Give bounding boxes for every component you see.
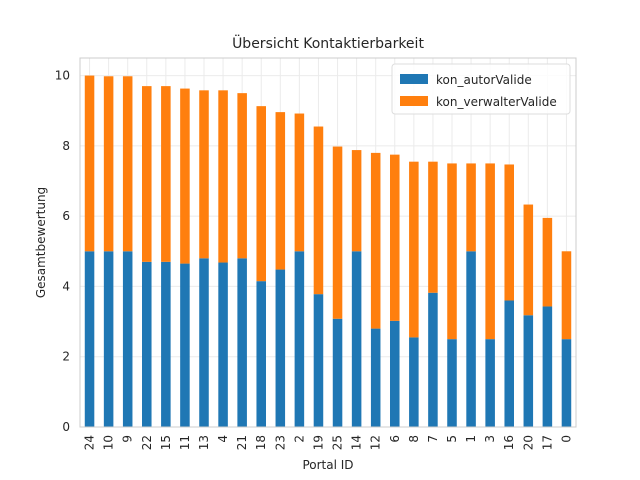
bar-kon_autorValide-18 xyxy=(256,281,266,427)
bar-kon_autorValide-15 xyxy=(161,261,171,427)
bar-kon_verwalterValide-13 xyxy=(199,90,209,259)
chart-title: Übersicht Kontaktierbarkeit xyxy=(232,34,424,52)
x-tick-label: 15 xyxy=(159,435,173,450)
bar-kon_verwalterValide-0 xyxy=(561,251,572,340)
bar-kon_verwalterValide-15 xyxy=(161,86,171,262)
x-tick-label: 8 xyxy=(407,435,421,443)
x-tick-label: 5 xyxy=(445,435,459,443)
x-tick-label: 6 xyxy=(388,435,402,443)
bar-kon_verwalterValide-10 xyxy=(103,76,114,252)
y-tick-label: 2 xyxy=(62,350,70,364)
y-tick-label: 6 xyxy=(62,209,70,223)
x-tick-label: 17 xyxy=(540,435,554,450)
bar-kon_autorValide-21 xyxy=(237,258,247,427)
x-tick-label: 3 xyxy=(483,435,497,443)
bar-kon_verwalterValide-19 xyxy=(313,126,324,295)
bar-kon_verwalterValide-3 xyxy=(485,163,495,340)
bar-kon_verwalterValide-21 xyxy=(237,93,247,259)
bar-kon_verwalterValide-16 xyxy=(504,164,514,301)
bar-kon_autorValide-11 xyxy=(180,263,190,427)
bars xyxy=(84,75,572,427)
bar-kon_verwalterValide-14 xyxy=(351,150,362,252)
bar-kon_verwalterValide-22 xyxy=(142,86,152,262)
bar-kon_autorValide-9 xyxy=(122,251,133,427)
x-axis-label: Portal ID xyxy=(302,458,353,472)
bar-kon_verwalterValide-25 xyxy=(332,146,343,319)
bar-kon_verwalterValide-1 xyxy=(466,163,476,252)
bar-kon_verwalterValide-20 xyxy=(523,204,534,316)
bar-kon_verwalterValide-11 xyxy=(180,88,190,264)
bar-kon_verwalterValide-17 xyxy=(542,217,553,307)
x-tick-label: 23 xyxy=(273,435,287,450)
x-tick-label: 22 xyxy=(140,435,154,450)
bar-kon_autorValide-6 xyxy=(390,320,400,427)
legend-box xyxy=(391,63,571,115)
legend-swatch-kon_verwalterValide xyxy=(400,96,428,106)
bar-kon_autorValide-12 xyxy=(370,328,381,427)
bar-kon_verwalterValide-9 xyxy=(122,76,133,252)
bar-kon_autorValide-4 xyxy=(218,262,228,427)
bar-kon_autorValide-3 xyxy=(485,339,495,427)
bar-kon_verwalterValide-7 xyxy=(428,161,438,293)
bar-kon_autorValide-19 xyxy=(313,294,324,427)
y-tick-label: 10 xyxy=(55,69,70,83)
bar-kon_autorValide-0 xyxy=(561,339,572,427)
bar-kon_autorValide-25 xyxy=(332,318,343,427)
bar-kon_autorValide-24 xyxy=(84,251,95,427)
y-tick-label: 4 xyxy=(62,279,70,293)
x-tick-label: 0 xyxy=(559,435,573,443)
x-tick-label: 9 xyxy=(121,435,135,443)
bar-kon_autorValide-20 xyxy=(523,315,534,427)
legend-label-kon_autorValide: kon_autorValide xyxy=(436,73,532,87)
bar-kon_autorValide-7 xyxy=(428,292,438,427)
bar-kon_verwalterValide-18 xyxy=(256,106,266,282)
x-tick-label: 16 xyxy=(502,435,516,450)
x-tick-label: 1 xyxy=(464,435,478,443)
bar-kon_autorValide-14 xyxy=(351,251,362,427)
bar-kon_verwalterValide-5 xyxy=(447,163,457,340)
bar-kon_autorValide-2 xyxy=(294,251,305,427)
bar-kon_autorValide-22 xyxy=(142,261,152,427)
x-tick-label: 19 xyxy=(311,435,325,450)
x-tick-label: 2 xyxy=(292,435,306,443)
bar-kon_verwalterValide-8 xyxy=(409,161,419,338)
bar-kon_autorValide-5 xyxy=(447,339,457,427)
x-tick-label: 11 xyxy=(178,435,192,450)
bar-kon_autorValide-8 xyxy=(409,337,419,427)
x-axis-ticks: 24 10 9 22 15 11 13 4 21 18 23 2 19 25 14 12 6 8 7 5 1 3 16 20 1… xyxy=(83,435,574,450)
x-tick-label: 7 xyxy=(426,435,440,443)
bar-kon_autorValide-10 xyxy=(103,251,114,427)
bar-kon_verwalterValide-4 xyxy=(218,90,228,263)
x-tick-label: 10 xyxy=(102,435,116,450)
x-tick-label: 20 xyxy=(521,435,535,450)
bar-kon_autorValide-1 xyxy=(466,251,476,427)
bar-kon_verwalterValide-12 xyxy=(370,152,381,329)
x-tick-label: 14 xyxy=(350,435,364,450)
bar-kon_verwalterValide-2 xyxy=(294,113,305,252)
bar-kon_autorValide-13 xyxy=(199,258,209,427)
x-tick-label: 12 xyxy=(369,435,383,450)
legend: kon_autorValide kon_verwalterValide xyxy=(391,63,571,115)
bar-kon_verwalterValide-23 xyxy=(275,112,286,270)
x-tick-label: 4 xyxy=(216,435,230,443)
y-axis-label: Gesamtbewertung xyxy=(34,187,48,298)
bar-kon_autorValide-23 xyxy=(275,269,286,427)
y-tick-label: 8 xyxy=(62,139,70,153)
y-axis-ticks: 0 2 4 6 8 10 xyxy=(55,69,70,434)
legend-label-kon_verwalterValide: kon_verwalterValide xyxy=(436,95,557,109)
x-tick-label: 18 xyxy=(254,435,268,450)
bar-kon_verwalterValide-6 xyxy=(390,154,400,321)
x-tick-label: 21 xyxy=(235,435,249,450)
bar-kon_autorValide-17 xyxy=(542,306,553,427)
plot-frame xyxy=(79,57,577,428)
bar-kon_verwalterValide-24 xyxy=(84,75,95,252)
legend-swatch-kon_autorValide xyxy=(400,74,428,84)
x-tick-label: 13 xyxy=(197,435,211,450)
bar-kon_autorValide-16 xyxy=(504,300,514,427)
y-tick-label: 0 xyxy=(62,420,70,434)
x-tick-label: 24 xyxy=(83,435,97,450)
x-tick-label: 25 xyxy=(331,435,345,450)
